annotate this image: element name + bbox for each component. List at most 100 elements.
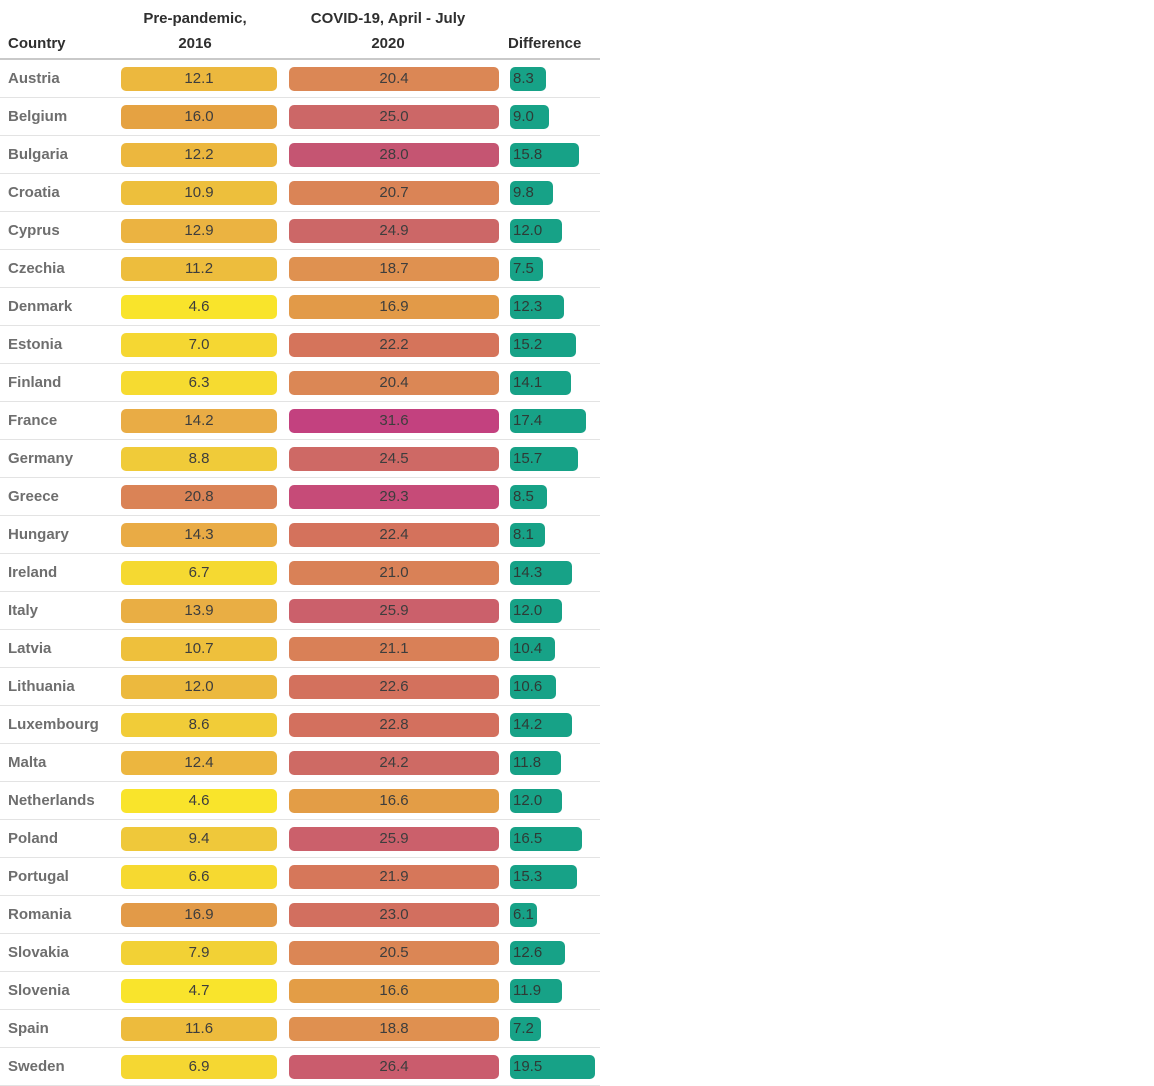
value-bar: 12.4 <box>121 750 277 775</box>
value-cell: 14.1 <box>499 370 599 395</box>
value-cell: 9.0 <box>499 104 599 129</box>
value-cell: 10.4 <box>499 636 599 661</box>
value-bar: 18.7 <box>289 256 499 281</box>
value-bar: 20.8 <box>121 484 277 509</box>
value-bar: 29.3 <box>289 484 499 509</box>
country-label: Bulgaria <box>8 146 69 163</box>
value-bar: 14.2 <box>121 408 277 433</box>
difference-bar: 15.2 <box>510 332 576 357</box>
value-bar: 20.4 <box>289 370 499 395</box>
value-cell: 20.5 <box>277 940 499 965</box>
value-bar: 21.1 <box>289 636 499 661</box>
difference-bar: 15.8 <box>510 142 579 167</box>
value-bar: 23.0 <box>289 902 499 927</box>
value-cell: 12.0 <box>113 674 277 699</box>
value-bar: 11.6 <box>121 1016 277 1041</box>
difference-bar: 19.5 <box>510 1054 595 1079</box>
value-cell: 12.4 <box>113 750 277 775</box>
country-label: Greece <box>8 488 59 505</box>
table-row: Croatia 10.9 20.7 9.8 <box>0 174 600 212</box>
country-label: Czechia <box>8 260 65 277</box>
value-bar: 7.0 <box>121 332 277 357</box>
value-cell: 20.4 <box>277 370 499 395</box>
value-cell: 21.9 <box>277 864 499 889</box>
difference-bar: 12.0 <box>510 598 562 623</box>
difference-bar: 12.0 <box>510 788 562 813</box>
value-cell: 11.8 <box>499 750 599 775</box>
table-row: Luxembourg 8.6 22.8 14.2 <box>0 706 600 744</box>
country-label: Portugal <box>8 868 69 885</box>
difference-bar: 7.2 <box>510 1016 541 1041</box>
value-bar: 4.6 <box>121 788 277 813</box>
value-cell: 11.9 <box>499 978 599 1003</box>
value-cell: 8.3 <box>499 66 599 91</box>
value-cell: 22.2 <box>277 332 499 357</box>
difference-bar: 12.0 <box>510 218 562 243</box>
difference-bar: 12.3 <box>510 294 564 319</box>
value-bar: 12.9 <box>121 218 277 243</box>
value-bar: 25.0 <box>289 104 499 129</box>
country-label: France <box>8 412 58 429</box>
country-comparison-table: Country Pre-pandemic, 2016 COVID-19, Apri… <box>0 0 600 1086</box>
value-cell: 24.9 <box>277 218 499 243</box>
value-bar: 10.9 <box>121 180 277 205</box>
column-header-pre-pandemic: Pre-pandemic, 2016 <box>113 6 277 56</box>
country-label: Croatia <box>8 184 60 201</box>
value-cell: 14.2 <box>499 712 599 737</box>
country-label: Malta <box>8 754 47 771</box>
value-bar: 20.4 <box>289 66 499 91</box>
pre-pandemic-line2: 2016 <box>178 35 212 52</box>
difference-bar: 16.5 <box>510 826 582 851</box>
table-row: Slovenia 4.7 16.6 11.9 <box>0 972 600 1010</box>
value-cell: 16.6 <box>277 978 499 1003</box>
value-cell: 8.6 <box>113 712 277 737</box>
value-cell: 14.3 <box>113 522 277 547</box>
table-row: Romania 16.9 23.0 6.1 <box>0 896 600 934</box>
value-bar: 10.7 <box>121 636 277 661</box>
difference-bar: 9.8 <box>510 180 553 205</box>
value-cell: 12.3 <box>499 294 599 319</box>
difference-bar: 12.6 <box>510 940 565 965</box>
table-row: Greece 20.8 29.3 8.5 <box>0 478 600 516</box>
value-cell: 15.7 <box>499 446 599 471</box>
value-cell: 4.6 <box>113 294 277 319</box>
difference-bar: 15.7 <box>510 446 578 471</box>
value-bar: 21.9 <box>289 864 499 889</box>
value-cell: 13.9 <box>113 598 277 623</box>
value-cell: 12.1 <box>113 66 277 91</box>
value-bar: 14.3 <box>121 522 277 547</box>
difference-bar: 9.0 <box>510 104 549 129</box>
table-row: Ireland 6.7 21.0 14.3 <box>0 554 600 592</box>
table-row: Lithuania 12.0 22.6 10.6 <box>0 668 600 706</box>
table-row: Cyprus 12.9 24.9 12.0 <box>0 212 600 250</box>
table-row: France 14.2 31.6 17.4 <box>0 402 600 440</box>
value-cell: 21.1 <box>277 636 499 661</box>
value-cell: 16.0 <box>113 104 277 129</box>
value-cell: 14.2 <box>113 408 277 433</box>
value-bar: 22.6 <box>289 674 499 699</box>
value-bar: 8.8 <box>121 446 277 471</box>
value-cell: 15.3 <box>499 864 599 889</box>
country-label: Spain <box>8 1020 49 1037</box>
table-row: Czechia 11.2 18.7 7.5 <box>0 250 600 288</box>
country-label: Lithuania <box>8 678 75 695</box>
value-cell: 4.6 <box>113 788 277 813</box>
value-cell: 6.1 <box>499 902 599 927</box>
table-row: Poland 9.4 25.9 16.5 <box>0 820 600 858</box>
country-label: Ireland <box>8 564 58 581</box>
value-bar: 6.3 <box>121 370 277 395</box>
difference-bar: 10.6 <box>510 674 556 699</box>
value-cell: 22.4 <box>277 522 499 547</box>
table-header-row: Country Pre-pandemic, 2016 COVID-19, Apri… <box>0 0 600 60</box>
value-cell: 11.2 <box>113 256 277 281</box>
value-bar: 8.6 <box>121 712 277 737</box>
value-bar: 22.8 <box>289 712 499 737</box>
value-cell: 14.3 <box>499 560 599 585</box>
country-label: Italy <box>8 602 39 619</box>
country-label: Estonia <box>8 336 63 353</box>
table-row: Bulgaria 12.2 28.0 15.8 <box>0 136 600 174</box>
table-row: Austria 12.1 20.4 8.3 <box>0 60 600 98</box>
table-row: Netherlands 4.6 16.6 12.0 <box>0 782 600 820</box>
value-cell: 17.4 <box>499 408 599 433</box>
table-row: Sweden 6.9 26.4 19.5 <box>0 1048 600 1086</box>
